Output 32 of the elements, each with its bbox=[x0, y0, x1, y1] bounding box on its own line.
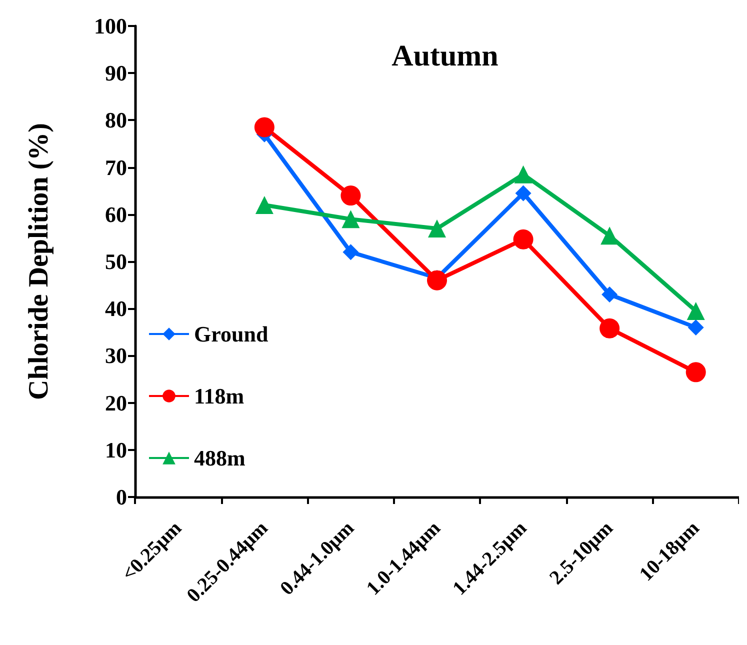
y-tick-label: 60 bbox=[105, 202, 127, 227]
y-tick-label: 30 bbox=[105, 343, 127, 368]
y-tick-label: 70 bbox=[105, 154, 127, 180]
y-tick-label: 40 bbox=[105, 296, 127, 322]
y-tick-label: 20 bbox=[105, 390, 127, 416]
y-tick-label: 90 bbox=[105, 60, 127, 86]
point bbox=[514, 165, 532, 184]
y-tick-label: 50 bbox=[105, 249, 127, 274]
point bbox=[342, 244, 359, 260]
point bbox=[600, 226, 619, 245]
y-axis-title: Chloride Deplition (%) bbox=[24, 123, 54, 400]
legend-label: Ground bbox=[194, 322, 268, 346]
y-tick-label: 0 bbox=[116, 484, 127, 510]
point bbox=[427, 270, 447, 290]
point bbox=[686, 302, 705, 320]
point bbox=[686, 362, 706, 382]
point bbox=[428, 220, 446, 238]
y-tick-label: 80 bbox=[105, 108, 127, 133]
y-tick-label: 100 bbox=[94, 14, 127, 38]
y-tick-label: 10 bbox=[105, 437, 127, 462]
point bbox=[340, 186, 361, 206]
chart-title: Autumn bbox=[392, 40, 499, 72]
point bbox=[688, 319, 704, 336]
point bbox=[255, 196, 274, 214]
point bbox=[342, 210, 360, 228]
point bbox=[602, 286, 618, 302]
legend-label: 118m bbox=[194, 384, 244, 408]
point bbox=[254, 117, 274, 138]
point bbox=[513, 229, 534, 250]
point bbox=[600, 318, 620, 338]
legend-label: 488m bbox=[194, 446, 246, 470]
point bbox=[515, 185, 532, 202]
